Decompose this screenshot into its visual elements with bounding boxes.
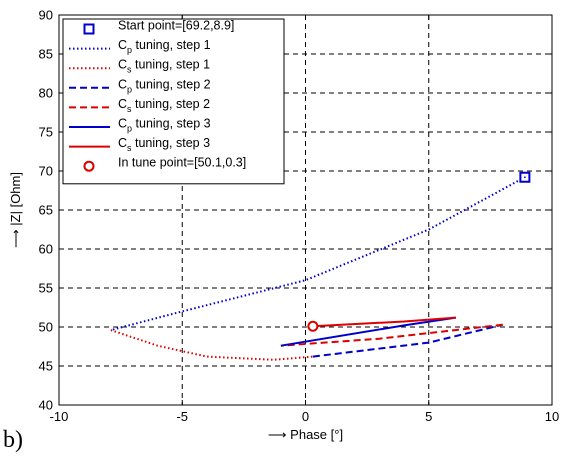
legend-square-icon bbox=[83, 23, 95, 35]
y-tick-label: 55 bbox=[39, 281, 53, 296]
legend-entry-label: Cs tuning, step 1 bbox=[118, 58, 210, 75]
y-tick-label: 40 bbox=[39, 398, 53, 413]
legend-entry-label: Cs tuning, step 2 bbox=[118, 97, 210, 114]
legend-circle-icon bbox=[83, 160, 95, 172]
x-axis-label: ⟶ Phase [°] bbox=[268, 427, 343, 442]
x-tick-label: 10 bbox=[545, 409, 559, 424]
y-axis-label: ⟶ |Z| [Ohm] bbox=[8, 172, 23, 248]
x-tick-label: 5 bbox=[425, 409, 432, 424]
legend-entry-label: Cp tuning, step 1 bbox=[118, 38, 211, 55]
y-tick-label: 85 bbox=[39, 47, 53, 62]
panel-label: b) bbox=[3, 427, 23, 453]
legend-entry-label: Cp tuning, step 3 bbox=[118, 117, 211, 134]
in-tune-point-marker bbox=[307, 320, 319, 332]
series-group bbox=[110, 171, 531, 361]
y-tick-label: 50 bbox=[39, 320, 53, 335]
series-line bbox=[280, 316, 457, 347]
series-line bbox=[110, 176, 526, 332]
start-point-marker-dot bbox=[523, 176, 526, 179]
y-tick-label: 60 bbox=[39, 242, 53, 257]
x-tick-label: 0 bbox=[302, 409, 309, 424]
ticks: -10 -5 0 5 10 40 45 50 55 60 65 70 75 80 85 90 bbox=[39, 8, 560, 425]
legend-entry-label: Cs tuning, step 3 bbox=[118, 136, 210, 153]
y-tick-label: 80 bbox=[39, 86, 53, 101]
y-tick-label: 65 bbox=[39, 203, 53, 218]
legend-entry-label: Cp tuning, step 2 bbox=[118, 77, 211, 94]
x-tick-label: -10 bbox=[50, 409, 69, 424]
series-line bbox=[312, 323, 503, 358]
legend: Start point=[69.2,8.9] Cp tuning, step 1 C… bbox=[62, 18, 285, 185]
legend-box bbox=[62, 18, 285, 185]
y-tick-label: 45 bbox=[39, 359, 53, 374]
y-tick-label: 70 bbox=[39, 164, 53, 179]
y-tick-label: 90 bbox=[39, 8, 53, 23]
series-line bbox=[110, 329, 313, 361]
x-tick-label: -5 bbox=[176, 409, 188, 424]
legend-entry-label: In tune point=[50.1,0.3] bbox=[118, 156, 246, 170]
series-line bbox=[312, 316, 456, 328]
series-line bbox=[280, 323, 503, 347]
legend-entry-label: Start point=[69.2,8.9] bbox=[118, 19, 234, 33]
y-tick-label: 75 bbox=[39, 125, 53, 140]
